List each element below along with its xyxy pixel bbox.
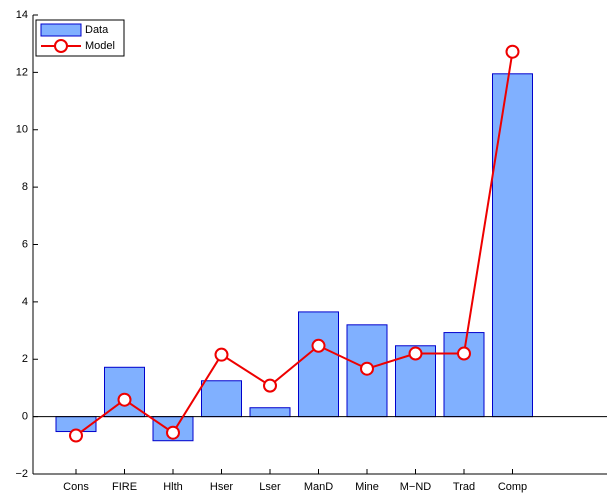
model-marker xyxy=(505,44,520,59)
model-marker xyxy=(408,346,423,361)
legend-swatch xyxy=(40,23,82,37)
model-marker xyxy=(117,392,132,407)
model-line xyxy=(75,51,514,437)
legend-label: Data xyxy=(85,24,109,36)
legend-marker xyxy=(54,39,68,53)
y-tick-label: 0 xyxy=(22,411,28,423)
x-tick-label: M−ND xyxy=(400,481,432,493)
x-tick-label: Lser xyxy=(259,481,281,493)
legend: Data Model xyxy=(35,19,125,57)
bar xyxy=(298,311,339,418)
x-tick-label: FIRE xyxy=(112,481,137,493)
bar xyxy=(201,380,242,418)
model-marker xyxy=(457,346,471,361)
model-marker xyxy=(263,378,277,393)
y-tick-label: 8 xyxy=(22,181,28,193)
model-marker xyxy=(311,338,326,353)
model-marker xyxy=(166,425,180,440)
x-tick-label: Trad xyxy=(453,481,475,493)
x-tick-label: Hlth xyxy=(163,481,183,493)
y-tick-label: −2 xyxy=(15,468,28,480)
legend-label: Model xyxy=(85,40,115,52)
x-tick-label: Mine xyxy=(355,481,379,493)
x-tick-label: Cons xyxy=(63,481,89,493)
y-tick-label: 4 xyxy=(22,296,28,308)
x-tick-label: Comp xyxy=(498,481,527,493)
model-marker xyxy=(360,361,374,376)
y-tick-label: 10 xyxy=(16,124,28,136)
x-tick-label: ManD xyxy=(304,481,333,493)
y-tick-label: 14 xyxy=(16,9,28,21)
bar xyxy=(249,407,291,418)
model-marker xyxy=(69,428,83,443)
model-marker xyxy=(214,347,229,362)
bar xyxy=(492,73,533,418)
y-tick-label: 6 xyxy=(22,238,28,250)
x-tick-label: Hser xyxy=(210,481,234,493)
bar xyxy=(443,332,485,418)
y-tick-label: 12 xyxy=(16,66,28,78)
y-tick-label: 2 xyxy=(22,353,28,365)
